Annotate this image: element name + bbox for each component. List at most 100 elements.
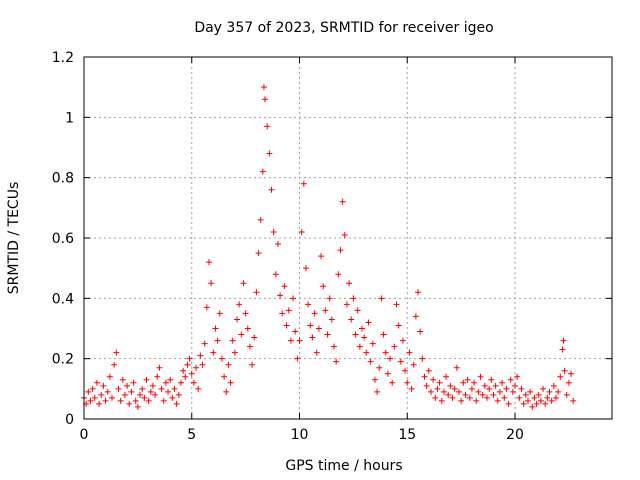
data-point: [415, 289, 422, 296]
data-point: [262, 96, 269, 103]
data-point: [367, 358, 374, 365]
data-point: [449, 394, 456, 401]
data-point: [537, 397, 544, 404]
data-point: [473, 397, 480, 404]
x-tick-label: 15: [398, 427, 416, 443]
data-point: [462, 391, 469, 398]
data-point: [376, 364, 383, 371]
data-point: [436, 379, 443, 386]
data-point: [173, 400, 180, 407]
data-point: [341, 231, 348, 238]
x-tick-labels: 0 5 10 15 20: [80, 427, 524, 443]
data-point: [406, 349, 413, 356]
data-point: [298, 228, 305, 235]
data-point: [455, 388, 462, 395]
data-point: [184, 361, 191, 368]
data-point: [501, 394, 508, 401]
data-point: [516, 394, 523, 401]
data-point: [147, 388, 154, 395]
data-point: [378, 295, 385, 302]
data-point: [223, 388, 230, 395]
y-tick-label: 1.2: [52, 50, 74, 66]
data-point: [451, 385, 458, 392]
data-point: [443, 373, 450, 380]
data-point: [128, 388, 135, 395]
data-point: [324, 331, 331, 338]
data-point: [205, 259, 212, 266]
data-point: [477, 373, 484, 380]
data-point: [124, 382, 131, 389]
data-point: [115, 385, 122, 392]
data-point: [242, 310, 249, 317]
data-point: [488, 376, 495, 383]
data-point: [527, 388, 534, 395]
data-point: [98, 391, 105, 398]
data-point: [438, 397, 445, 404]
data-point: [274, 241, 281, 248]
data-point: [300, 180, 307, 187]
data-point: [453, 364, 460, 371]
data-point: [529, 403, 536, 410]
data-point: [225, 361, 232, 368]
data-point: [393, 301, 400, 308]
data-point: [389, 379, 396, 386]
data-point: [460, 379, 467, 386]
data-point: [203, 304, 210, 311]
data-point: [352, 331, 359, 338]
data-point: [149, 382, 156, 389]
data-point: [132, 397, 139, 404]
data-point: [315, 325, 322, 332]
data-point: [281, 283, 288, 290]
data-point: [326, 295, 333, 302]
data-point: [565, 379, 572, 386]
data-point: [546, 388, 553, 395]
y-tick-label: 0.2: [52, 352, 74, 368]
data-point: [337, 247, 344, 254]
data-point: [221, 373, 228, 380]
data-point: [257, 216, 264, 223]
y-tick-label: 0.6: [52, 231, 74, 247]
x-tick-label: 5: [187, 427, 196, 443]
data-point: [246, 343, 253, 350]
data-point: [307, 322, 314, 329]
data-point: [87, 397, 94, 404]
data-point: [328, 316, 335, 323]
data-point: [479, 391, 486, 398]
data-point: [266, 150, 273, 157]
data-point: [117, 397, 124, 404]
data-point: [481, 382, 488, 389]
data-point: [119, 376, 126, 383]
data-point: [195, 385, 202, 392]
data-point: [111, 361, 118, 368]
data-point: [492, 382, 499, 389]
data-point: [277, 292, 284, 299]
data-point: [294, 355, 301, 362]
data-point: [249, 361, 256, 368]
data-point: [121, 391, 128, 398]
data-point: [305, 301, 312, 308]
data-point: [496, 388, 503, 395]
data-point: [514, 373, 521, 380]
data-point: [180, 367, 187, 374]
data-point: [175, 391, 182, 398]
data-point: [143, 376, 150, 383]
data-point: [533, 400, 540, 407]
data-point: [255, 250, 262, 257]
data-point: [552, 394, 559, 401]
data-point: [387, 355, 394, 362]
data-point: [548, 397, 555, 404]
data-point: [214, 337, 221, 344]
data-point: [141, 394, 148, 401]
data-point: [218, 355, 225, 362]
data-point: [93, 379, 100, 386]
data-point: [199, 361, 206, 368]
data-point: [109, 394, 116, 401]
data-point: [359, 325, 366, 332]
data-point: [290, 295, 297, 302]
data-point: [259, 168, 266, 175]
data-point: [311, 310, 318, 317]
data-point: [343, 301, 350, 308]
data-point: [380, 331, 387, 338]
data-point: [395, 322, 402, 329]
data-point: [318, 253, 325, 260]
